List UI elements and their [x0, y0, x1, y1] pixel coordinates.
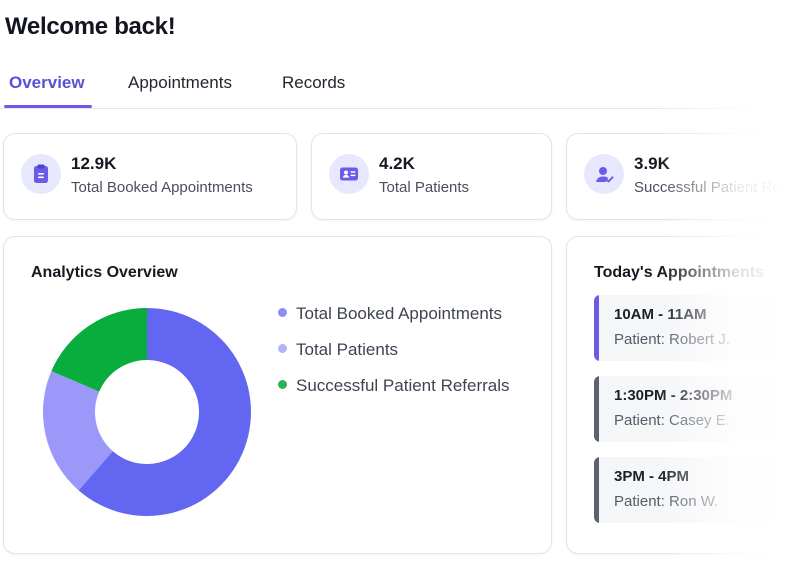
stat-card-successful-referrals[interactable]: 3.9K Successful Patient Referrals — [566, 133, 800, 220]
legend-dot — [278, 308, 287, 317]
legend-item-booked: Total Booked Appointments — [278, 304, 502, 324]
tab-bar: Overview Appointments Records — [0, 60, 760, 109]
appointment-item[interactable]: 1:30PM - 2:30PM Patient: Casey E. — [594, 376, 774, 442]
appointment-patient: Patient: Ron W. — [614, 493, 719, 510]
appointment-time: 3PM - 4PM — [614, 468, 690, 485]
tab-appointments[interactable]: Appointments — [128, 73, 232, 92]
appointment-status-bar — [594, 457, 599, 523]
appointment-item[interactable]: 3PM - 4PM Patient: Ron W. — [594, 457, 774, 523]
appointment-time: 1:30PM - 2:30PM — [614, 387, 733, 404]
tab-overview[interactable]: Overview — [9, 73, 85, 92]
stat-card-booked-appointments[interactable]: 12.9K Total Booked Appointments — [3, 133, 297, 220]
donut-slice-total-booked-appointments[interactable] — [78, 308, 252, 516]
appointments-title: Today's Appointments — [594, 264, 765, 281]
donut-slice-total-patients[interactable] — [43, 371, 113, 491]
todays-appointments-card: Today's Appointments 10AM - 11AM Patient… — [566, 236, 800, 554]
legend-dot — [278, 344, 287, 353]
stat-label: Successful Patient Referrals — [634, 179, 800, 196]
analytics-title: Analytics Overview — [31, 264, 178, 281]
legend-label: Total Booked Appointments — [296, 304, 503, 323]
clipboard-icon — [34, 164, 48, 183]
active-tab-indicator — [4, 105, 92, 108]
stat-label: Total Booked Appointments — [71, 179, 253, 196]
legend-dot — [278, 380, 287, 389]
legend-label: Successful Patient Referrals — [296, 376, 510, 395]
appointment-time: 10AM - 11AM — [614, 306, 707, 323]
appointment-patient: Patient: Robert J. — [614, 331, 730, 348]
stat-value: 4.2K — [379, 154, 415, 173]
stat-value: 3.9K — [634, 154, 670, 173]
appointment-item[interactable]: 10AM - 11AM Patient: Robert J. — [594, 295, 774, 361]
analytics-overview-card: Analytics Overview Total Booked Appointm… — [3, 236, 552, 554]
legend-label: Total Patients — [296, 340, 399, 359]
page-title: Welcome back! — [5, 13, 176, 40]
stat-label: Total Patients — [379, 179, 470, 196]
appointment-status-bar — [594, 376, 599, 442]
appointment-status-bar — [594, 295, 599, 361]
donut-chart — [43, 308, 252, 516]
legend-item-referrals: Successful Patient Referrals — [278, 376, 510, 396]
tab-records[interactable]: Records — [282, 73, 346, 92]
user-check-icon — [596, 167, 614, 183]
id-card-icon — [340, 167, 358, 181]
legend-item-patients: Total Patients — [278, 340, 398, 360]
stat-card-total-patients[interactable]: 4.2K Total Patients — [311, 133, 552, 220]
stat-value: 12.9K — [71, 154, 117, 173]
appointment-patient: Patient: Casey E. — [614, 412, 730, 429]
donut-slice-successful-patient-referrals[interactable] — [51, 308, 147, 392]
